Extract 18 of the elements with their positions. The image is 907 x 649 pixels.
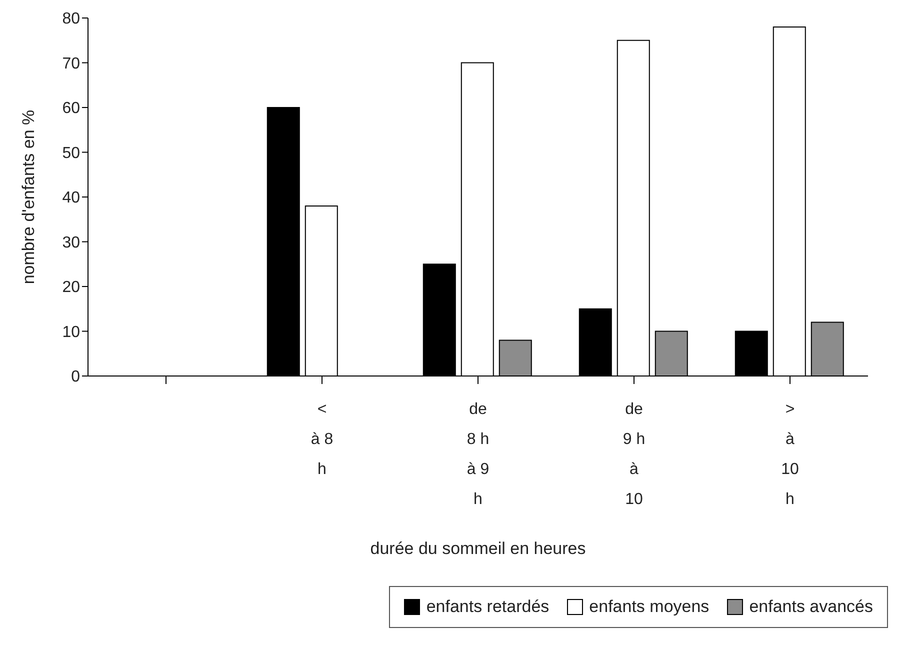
y-tick-label: 70 [62, 55, 80, 72]
y-tick-label: 80 [62, 10, 80, 28]
legend-label: enfants moyens [588, 597, 710, 617]
y-tick-label: 0 [71, 368, 80, 386]
x-axis-title: durée du sommeil en heures [370, 539, 586, 558]
x-tick-label: de 9 h à 10 [622, 401, 646, 508]
x-tick-label: > à 10 h [781, 401, 799, 508]
x-tick-label: < à 8 h [310, 401, 334, 478]
y-tick-label: 60 [62, 100, 80, 118]
legend-label: enfants avancés [748, 597, 873, 617]
y-axis-title: nombre d'enfants en % [19, 110, 38, 284]
x-tick-label: de 8 h à 9 h [466, 401, 490, 508]
y-tick-label: 30 [62, 234, 80, 252]
legend-label: enfants retardés [425, 597, 550, 617]
y-tick-label: 10 [62, 324, 80, 341]
y-tick-label: 50 [62, 144, 80, 162]
y-tick-label: 40 [62, 190, 80, 207]
y-tick-label: 20 [62, 279, 80, 296]
